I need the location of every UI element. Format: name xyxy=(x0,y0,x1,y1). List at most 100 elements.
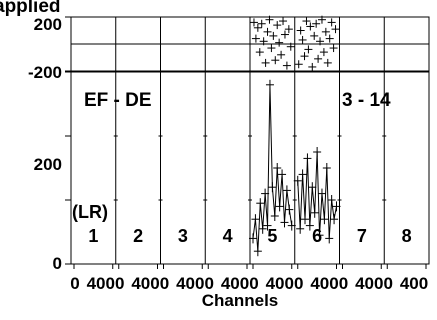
x-tick-label-start: 0 xyxy=(339,274,348,293)
channel-label-6: 6 xyxy=(312,226,322,246)
upper-scatter-point xyxy=(314,54,323,63)
x-tick-label-end: 400 xyxy=(87,274,115,293)
series-point xyxy=(273,163,282,173)
series-point xyxy=(280,217,289,228)
series-point xyxy=(322,163,331,173)
series-point xyxy=(317,188,326,199)
upper-scatter-point xyxy=(316,37,325,46)
main-axis-tick-0: 0 xyxy=(53,254,62,273)
upper-scatter-point xyxy=(261,58,270,67)
upper-scatter-point xyxy=(282,61,291,70)
upper-scatter-point xyxy=(249,18,258,27)
upper-scatter-point xyxy=(267,44,276,53)
upper-scatter-point xyxy=(302,17,311,26)
upper-scatter-point xyxy=(304,45,313,54)
x-tick-label-end: 400 xyxy=(131,274,159,293)
upper-scatter-point xyxy=(325,34,334,43)
series-point xyxy=(282,185,291,196)
series-point xyxy=(303,153,312,164)
panel-x-tick-labels: 0 400 0 400 0 400 0 400 0 400 0 400 0 400 0 400 xyxy=(70,274,428,293)
x-tick-label-end: 400 xyxy=(355,274,383,293)
channel-label-1: 1 xyxy=(88,226,98,246)
upper-scatter-point xyxy=(321,27,330,36)
upper-scatter-point xyxy=(259,37,268,46)
upper-scatter-point xyxy=(279,17,288,26)
series-point xyxy=(287,220,296,231)
series-point xyxy=(251,214,260,225)
upper-scatter-point xyxy=(263,27,272,36)
x-tick-label-start: 0 xyxy=(384,274,393,293)
upper-scatter-point xyxy=(300,52,309,61)
series-point xyxy=(327,195,336,205)
channel-label-2: 2 xyxy=(133,226,143,246)
section-label-left: EF - DE xyxy=(84,90,152,111)
x-tick-label-start: 0 xyxy=(115,274,124,293)
upper-scatter-point xyxy=(319,48,328,57)
x-tick-label-end: 400 xyxy=(310,274,338,293)
upper-scatter-point xyxy=(306,22,315,31)
upper-axis-tick-top: 200 xyxy=(34,15,62,34)
upper-scatter-point xyxy=(253,23,262,32)
series-point xyxy=(296,223,305,234)
upper-scatter-point xyxy=(317,15,326,24)
upper-scatter-point xyxy=(296,26,305,35)
series-point xyxy=(330,214,339,225)
x-tick-label-end: 400 xyxy=(221,274,249,293)
upper-scatter-point xyxy=(271,56,280,65)
upper-scatter-point xyxy=(310,31,319,40)
x-tick-label-start: 0 xyxy=(294,274,303,293)
upper-panel-grid xyxy=(65,16,430,72)
series-point xyxy=(258,223,267,234)
series-point xyxy=(298,169,307,180)
upper-scatter-point xyxy=(257,19,266,28)
section-label-right: 3 - 14 xyxy=(342,90,391,111)
upper-scatter-point xyxy=(275,38,284,47)
upper-scatter-point xyxy=(331,25,340,34)
series-point xyxy=(263,220,272,231)
series-point xyxy=(310,207,319,218)
channel-label-4: 4 xyxy=(223,226,233,246)
main-panel-grid xyxy=(65,71,430,269)
channel-labels: 1 2 3 4 5 6 7 8 xyxy=(88,226,411,246)
series-point xyxy=(278,169,287,180)
lr-label: (LR) xyxy=(72,202,108,222)
series-point xyxy=(249,233,257,244)
upper-scatter-point xyxy=(329,44,338,53)
upper-scatter-point xyxy=(312,19,321,28)
upper-scatter-point xyxy=(327,18,336,27)
series-point xyxy=(325,233,334,244)
series-point xyxy=(332,201,341,212)
main-series-layer xyxy=(249,79,341,257)
x-tick-label-start: 0 xyxy=(70,274,79,293)
series-point xyxy=(293,175,302,186)
channel-label-7: 7 xyxy=(357,226,367,246)
channel-label-3: 3 xyxy=(178,226,188,246)
upper-scatter-point xyxy=(251,34,260,43)
x-axis-label: Channels xyxy=(202,291,279,310)
upper-scatter-point xyxy=(269,31,278,40)
x-tick-label-end: 400 xyxy=(176,274,204,293)
upper-scatter-point xyxy=(294,60,303,69)
upper-scatter-layer xyxy=(249,15,340,71)
series-point xyxy=(275,201,284,212)
x-tick-label-start: 0 xyxy=(160,274,169,293)
x-tick-label-start: 0 xyxy=(249,274,258,293)
series-point xyxy=(253,246,262,257)
series-point xyxy=(315,230,324,241)
upper-axis-tick-bottom: -200 xyxy=(28,63,62,82)
main-axis-tick-200: 200 xyxy=(34,155,62,174)
series-point xyxy=(308,182,317,193)
channel-label-8: 8 xyxy=(402,226,412,246)
series-point xyxy=(301,214,310,225)
series-point xyxy=(305,220,314,231)
series-point xyxy=(268,182,277,193)
upper-scatter-point xyxy=(298,35,307,44)
upper-scatter-point xyxy=(273,21,282,30)
upper-scatter-point xyxy=(308,62,317,71)
clipped-title: applied xyxy=(0,0,61,17)
series-point xyxy=(265,79,274,90)
channel-label-5: 5 xyxy=(267,226,277,246)
upper-scatter-point xyxy=(284,25,293,34)
upper-scatter-point xyxy=(265,15,274,24)
